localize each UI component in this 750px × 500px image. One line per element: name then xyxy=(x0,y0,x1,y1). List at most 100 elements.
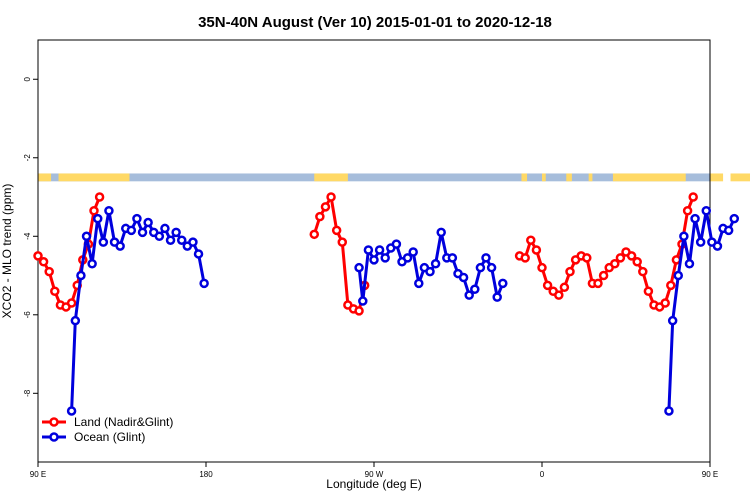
land-data-point xyxy=(638,266,648,277)
land-series-line xyxy=(519,196,695,309)
ocean-data-point xyxy=(701,206,712,216)
ocean-data-point xyxy=(712,241,723,251)
land-data-point xyxy=(626,251,637,261)
series-lines xyxy=(33,192,740,416)
land-band-segment xyxy=(738,173,750,182)
ocean-data-point xyxy=(690,213,700,224)
y-tick-label: -6 xyxy=(23,311,32,319)
land-data-point xyxy=(643,286,654,296)
ocean-data-point xyxy=(137,227,148,238)
land-data-point xyxy=(315,211,325,222)
ocean-data-point xyxy=(199,278,209,289)
land-band-segment xyxy=(58,173,66,182)
ocean-data-point xyxy=(430,259,441,269)
y-tick-label: -4 xyxy=(23,232,32,240)
land-mask-band xyxy=(38,173,750,182)
land-band-segment xyxy=(612,173,686,182)
x-tick-label: 180 xyxy=(199,470,213,479)
ocean-data-point xyxy=(76,270,86,281)
ocean-data-point xyxy=(115,241,125,251)
legend-ocean-marker xyxy=(49,432,59,442)
ocean-data-point xyxy=(498,278,508,289)
legend: Land (Nadir&Glint) Ocean (Glint) xyxy=(42,415,173,444)
ocean-data-point xyxy=(171,227,181,238)
land-data-point xyxy=(66,298,77,308)
ocean-band xyxy=(38,173,710,182)
legend-item-ocean: Ocean (Glint) xyxy=(42,430,145,444)
ocean-data-point xyxy=(132,213,142,224)
ocean-data-point xyxy=(126,225,137,236)
land-data-point xyxy=(688,192,698,202)
ocean-data-point xyxy=(391,239,402,249)
ocean-data-point xyxy=(695,237,706,247)
land-data-point xyxy=(582,253,592,263)
land-data-point xyxy=(331,225,342,236)
land-data-point xyxy=(632,257,642,267)
land-data-point xyxy=(520,253,530,263)
ocean-data-point xyxy=(380,253,390,263)
land-data-point xyxy=(565,266,575,277)
ocean-data-point xyxy=(475,262,486,273)
x-axis: 90 E 180 90 W 0 90 E xyxy=(30,462,718,479)
ocean-data-point xyxy=(684,259,695,269)
land-data-point xyxy=(531,245,542,255)
land-band-segment xyxy=(38,173,52,182)
land-band-segment xyxy=(66,173,130,182)
ocean-data-point xyxy=(436,227,446,238)
ocean-data-point xyxy=(188,237,198,247)
ocean-data-point xyxy=(374,245,385,255)
ocean-data-point xyxy=(193,249,204,259)
ocean-data-point xyxy=(402,253,413,263)
land-data-point xyxy=(559,282,570,293)
land-data-point xyxy=(593,278,603,289)
ocean-data-point xyxy=(723,225,734,236)
ocean-data-point xyxy=(458,272,469,283)
y-tick-label: 0 xyxy=(23,76,32,81)
ocean-data-point xyxy=(414,278,424,289)
ocean-data-point xyxy=(165,235,176,245)
land-data-point xyxy=(526,235,536,245)
ocean-data-point xyxy=(98,237,109,247)
ocean-data-point xyxy=(369,255,379,265)
ocean-data-point xyxy=(667,315,678,326)
land-data-point xyxy=(44,266,54,277)
ocean-data-point xyxy=(70,315,81,326)
ocean-data-point xyxy=(447,253,458,263)
x-tick-label: 90 E xyxy=(702,470,718,479)
legend-land-marker xyxy=(49,417,59,427)
ocean-data-point xyxy=(176,235,187,245)
y-tick-label: -8 xyxy=(23,389,32,397)
land-band-segment xyxy=(730,173,738,182)
ocean-data-point xyxy=(66,406,77,416)
ocean-data-point xyxy=(104,206,114,216)
land-data-point xyxy=(682,206,693,216)
land-data-point xyxy=(89,206,99,216)
ocean-data-point xyxy=(486,262,497,273)
ocean-data-point xyxy=(160,223,170,234)
legend-item-land: Land (Nadir&Glint) xyxy=(42,415,173,429)
chart-title: 35N-40N August (Ver 10) 2015-01-01 to 20… xyxy=(198,14,552,31)
ocean-data-point xyxy=(673,270,684,281)
y-axis: 0 -2 -4 -6 -8 xyxy=(23,76,38,397)
land-data-point xyxy=(542,280,553,291)
ocean-data-point xyxy=(464,290,474,300)
ocean-data-point xyxy=(664,406,674,416)
ocean-data-point xyxy=(81,231,92,242)
land-data-point xyxy=(320,202,331,212)
ocean-data-point xyxy=(87,259,97,269)
x-axis-label: Longitude (deg E) xyxy=(326,477,421,491)
y-axis-label: XCO2 - MLO trend (ppm) xyxy=(0,184,14,319)
land-data-point xyxy=(33,251,43,261)
land-data-point xyxy=(666,280,676,291)
land-data-point xyxy=(610,259,620,269)
land-data-point xyxy=(554,290,564,300)
land-band-segment xyxy=(710,173,724,182)
ocean-data-point xyxy=(154,231,165,242)
land-data-point xyxy=(94,192,105,202)
land-data-point xyxy=(598,270,609,281)
legend-ocean-label: Ocean (Glint) xyxy=(74,430,145,444)
land-band-segment xyxy=(314,173,348,182)
ocean-data-point xyxy=(470,284,480,295)
land-band-segment xyxy=(588,173,593,182)
